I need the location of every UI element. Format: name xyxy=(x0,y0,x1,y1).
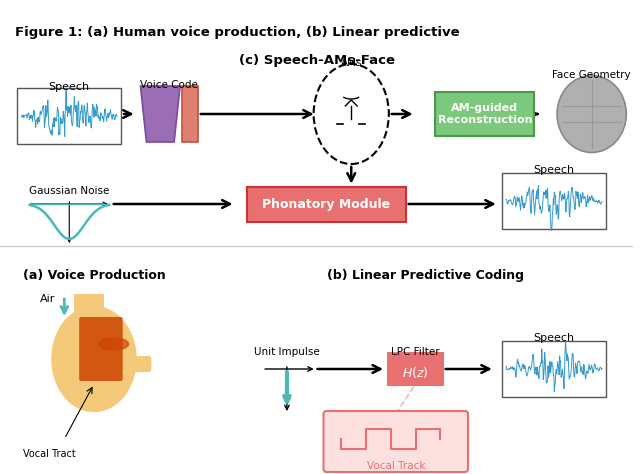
Text: Vocal Track: Vocal Track xyxy=(367,461,425,471)
Text: (a) Voice Production: (a) Voice Production xyxy=(22,269,165,282)
FancyBboxPatch shape xyxy=(502,173,606,229)
Text: AM-guided
Reconstruction: AM-guided Reconstruction xyxy=(438,103,532,125)
Text: Speech: Speech xyxy=(534,165,575,175)
FancyBboxPatch shape xyxy=(502,341,606,397)
Ellipse shape xyxy=(557,75,627,153)
Ellipse shape xyxy=(52,307,136,411)
FancyBboxPatch shape xyxy=(388,353,443,385)
FancyBboxPatch shape xyxy=(435,92,534,136)
Text: $H(z)$: $H(z)$ xyxy=(402,365,429,380)
Text: Figure 1: (a) Human voice production, (b) Linear predictive: Figure 1: (a) Human voice production, (b… xyxy=(15,26,460,39)
FancyBboxPatch shape xyxy=(324,411,468,472)
FancyBboxPatch shape xyxy=(247,186,406,221)
FancyBboxPatch shape xyxy=(79,317,123,381)
Ellipse shape xyxy=(99,338,129,350)
FancyBboxPatch shape xyxy=(131,356,152,372)
FancyBboxPatch shape xyxy=(182,86,198,142)
Text: Unit Impulse: Unit Impulse xyxy=(254,347,320,357)
FancyBboxPatch shape xyxy=(74,294,104,319)
Text: Phonatory Module: Phonatory Module xyxy=(262,198,390,210)
Text: Gaussian Noise: Gaussian Noise xyxy=(29,186,109,196)
Text: Vocal Tract: Vocal Tract xyxy=(23,449,76,459)
Text: (b) Linear Predictive Coding: (b) Linear Predictive Coding xyxy=(327,269,524,282)
Text: Speech: Speech xyxy=(534,333,575,343)
Ellipse shape xyxy=(314,64,389,164)
Text: Face Geometry: Face Geometry xyxy=(552,70,631,80)
FancyBboxPatch shape xyxy=(17,88,121,144)
Text: Voice Code: Voice Code xyxy=(140,80,198,90)
Text: Air: Air xyxy=(40,294,55,304)
Text: (c) Speech-AMs-Face: (c) Speech-AMs-Face xyxy=(239,54,395,67)
Polygon shape xyxy=(141,86,180,142)
Text: AMs: AMs xyxy=(340,58,362,68)
Text: LPC Filter: LPC Filter xyxy=(391,347,440,357)
Text: Speech: Speech xyxy=(49,82,90,92)
